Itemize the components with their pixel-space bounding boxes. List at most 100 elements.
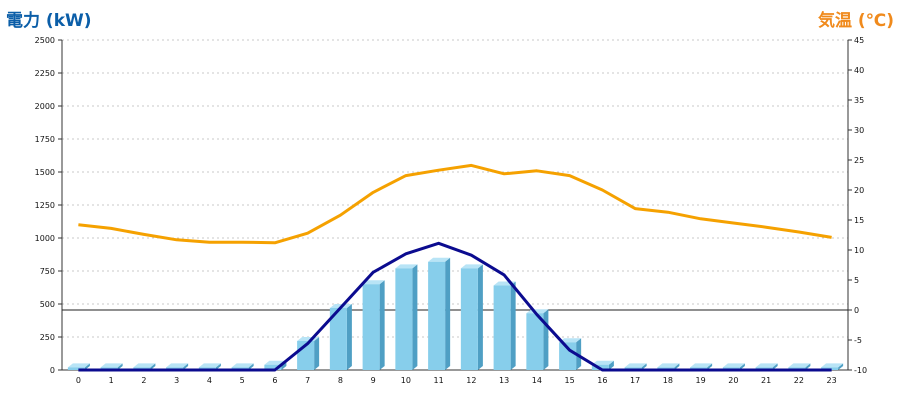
bar-side — [379, 280, 385, 370]
x-tick-label: 1 — [109, 376, 114, 385]
x-tick-label: 11 — [434, 376, 444, 385]
bar-side — [772, 363, 778, 370]
x-tick-label: 5 — [240, 376, 245, 385]
bar-side — [183, 363, 189, 370]
bar-top — [591, 360, 614, 365]
right-tick-label: 0 — [854, 306, 859, 315]
x-tick-label: 23 — [827, 376, 837, 385]
x-tick-label: 21 — [761, 376, 771, 385]
left-tick-label: 1500 — [35, 168, 55, 177]
bar-side — [543, 309, 549, 370]
bar-top — [133, 363, 156, 368]
bar-side — [510, 281, 516, 370]
left-axis-title: 電力 (kW) — [6, 11, 92, 31]
bar-side — [445, 257, 451, 370]
bar-side — [838, 363, 844, 370]
left-tick-label: 2000 — [35, 102, 55, 111]
x-tick-label: 16 — [597, 376, 607, 385]
bar-top — [67, 363, 90, 368]
bar-top — [821, 363, 844, 368]
bar-top — [428, 257, 451, 262]
right-tick-label: 25 — [854, 156, 864, 165]
bar-side — [608, 360, 614, 370]
bar-top — [100, 363, 123, 368]
bar — [460, 268, 478, 370]
left-tick-label: 0 — [50, 366, 55, 375]
right-tick-label: 10 — [854, 246, 864, 255]
x-tick-label: 13 — [499, 376, 509, 385]
temperature-line — [78, 163, 832, 245]
bar-side — [346, 303, 352, 370]
x-tick-label: 8 — [338, 376, 343, 385]
bar-side — [805, 363, 811, 370]
x-tick-label: 2 — [141, 376, 146, 385]
bar — [264, 364, 282, 370]
bar — [559, 342, 577, 370]
right-tick-label: 35 — [854, 96, 864, 105]
x-tick-label: 15 — [565, 376, 575, 385]
bar — [67, 367, 85, 370]
bar-side — [739, 363, 745, 370]
bar-top — [722, 363, 745, 368]
x-tick-label: 22 — [794, 376, 804, 385]
x-tick-label: 9 — [371, 376, 376, 385]
x-tick-label: 20 — [728, 376, 738, 385]
bar-top — [460, 264, 483, 269]
bar — [329, 307, 347, 370]
bar — [493, 285, 511, 370]
bar-side — [412, 264, 418, 370]
bar-top — [690, 363, 713, 368]
bar-top — [231, 363, 254, 368]
bar-top — [395, 264, 418, 269]
left-tick-label: 2250 — [35, 69, 55, 78]
bar-top — [198, 363, 221, 368]
right-axis-title: 気温 (℃) — [817, 11, 894, 31]
bar-side — [477, 264, 483, 370]
power-line — [78, 241, 832, 372]
right-tick-label: 15 — [854, 216, 864, 225]
x-tick-label: 0 — [76, 376, 81, 385]
bar — [526, 313, 544, 370]
bar — [395, 268, 413, 370]
x-tick-label: 3 — [174, 376, 179, 385]
x-tick-label: 19 — [696, 376, 706, 385]
x-tick-label: 6 — [272, 376, 277, 385]
x-tick-label: 4 — [207, 376, 212, 385]
right-tick-label: 30 — [854, 126, 864, 135]
bar-side — [674, 363, 680, 370]
bar-top — [788, 363, 811, 368]
x-tick-label: 14 — [532, 376, 542, 385]
x-tick-label: 17 — [630, 376, 640, 385]
right-tick-label: -10 — [854, 366, 867, 375]
bar-side — [641, 363, 647, 370]
x-tick-label: 12 — [466, 376, 476, 385]
x-tick-label: 18 — [663, 376, 673, 385]
bar-side — [215, 363, 221, 370]
right-tick-label: 5 — [854, 276, 859, 285]
bar-top — [166, 363, 189, 368]
right-tick-label: 40 — [854, 66, 864, 75]
left-tick-label: 750 — [40, 267, 55, 276]
right-tick-label: -5 — [854, 336, 862, 345]
bar-top — [362, 280, 385, 285]
left-tick-label: 1750 — [35, 135, 55, 144]
left-tick-label: 1000 — [35, 234, 55, 243]
right-tick-label: 20 — [854, 186, 864, 195]
left-tick-label: 250 — [40, 333, 55, 342]
bar-side — [150, 363, 156, 370]
left-tick-label: 1250 — [35, 201, 55, 210]
bar-side — [248, 363, 254, 370]
bar-side — [314, 336, 320, 370]
bar-side — [84, 363, 90, 370]
bar — [428, 261, 446, 370]
right-tick-label: 45 — [854, 36, 864, 45]
bar — [362, 284, 380, 370]
x-tick-label: 7 — [305, 376, 310, 385]
left-tick-label: 500 — [40, 300, 55, 309]
bar-top — [755, 363, 778, 368]
bar-side — [707, 363, 713, 370]
left-tick-label: 2500 — [35, 36, 55, 45]
bar-side — [117, 363, 123, 370]
bar-top — [657, 363, 680, 368]
